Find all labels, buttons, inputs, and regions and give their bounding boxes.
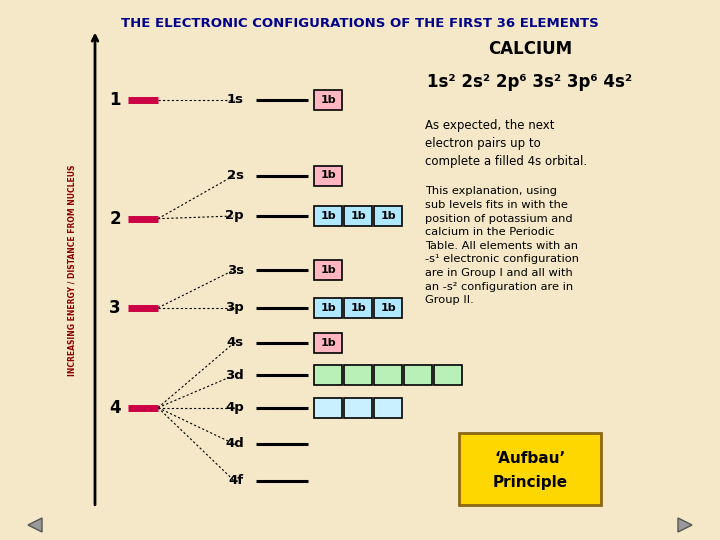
Text: 1b: 1b — [350, 211, 366, 221]
Text: 4: 4 — [109, 399, 121, 417]
Text: 1b: 1b — [380, 303, 396, 313]
Text: 3d: 3d — [225, 369, 244, 382]
FancyBboxPatch shape — [459, 433, 601, 505]
Text: 1b: 1b — [320, 95, 336, 105]
Text: As expected, the next
electron pairs up to
complete a filled 4s orbital.: As expected, the next electron pairs up … — [425, 119, 587, 168]
Bar — [314, 206, 342, 226]
Text: 4s: 4s — [227, 336, 244, 349]
Text: 1b: 1b — [320, 211, 336, 221]
Text: 1s² 2s² 2p⁶ 3s² 3p⁶ 4s²: 1s² 2s² 2p⁶ 3s² 3p⁶ 4s² — [428, 73, 633, 91]
Bar — [314, 397, 342, 418]
Bar — [374, 206, 402, 226]
Text: 4f: 4f — [229, 474, 244, 487]
Text: INCREASING ENERGY / DISTANCE FROM NUCLEUS: INCREASING ENERGY / DISTANCE FROM NUCLEU… — [68, 164, 76, 376]
Text: This explanation, using
sub levels fits in with the
position of potassium and
ca: This explanation, using sub levels fits … — [425, 186, 579, 305]
Bar — [344, 206, 372, 226]
Text: 1s: 1s — [227, 93, 244, 106]
Text: 3p: 3p — [225, 301, 244, 314]
Bar — [314, 333, 342, 353]
Bar — [374, 397, 402, 418]
Text: 1b: 1b — [320, 303, 336, 313]
Text: Principle: Principle — [492, 475, 567, 490]
Text: 2: 2 — [109, 210, 121, 228]
Text: 1b: 1b — [320, 171, 336, 180]
Bar — [344, 298, 372, 318]
Text: 1: 1 — [109, 91, 121, 109]
Text: 2p: 2p — [225, 210, 244, 222]
Bar — [344, 365, 372, 386]
Bar — [314, 260, 342, 280]
Text: CALCIUM: CALCIUM — [488, 40, 572, 58]
Text: 1b: 1b — [350, 303, 366, 313]
Polygon shape — [678, 518, 692, 532]
Text: 4d: 4d — [225, 437, 244, 450]
Text: ‘Aufbau’: ‘Aufbau’ — [495, 451, 566, 467]
Bar — [374, 298, 402, 318]
Bar — [404, 365, 432, 386]
Bar — [314, 90, 342, 110]
Text: 1b: 1b — [320, 265, 336, 275]
Bar — [344, 397, 372, 418]
Text: 1b: 1b — [380, 211, 396, 221]
Text: 4p: 4p — [225, 401, 244, 414]
Polygon shape — [28, 518, 42, 532]
Text: THE ELECTRONIC CONFIGURATIONS OF THE FIRST 36 ELEMENTS: THE ELECTRONIC CONFIGURATIONS OF THE FIR… — [121, 17, 599, 30]
Bar — [314, 165, 342, 186]
Text: 1b: 1b — [320, 338, 336, 348]
Text: 3: 3 — [109, 299, 121, 317]
Bar — [314, 365, 342, 386]
Bar — [314, 298, 342, 318]
Text: 2s: 2s — [227, 169, 244, 182]
Text: 3s: 3s — [227, 264, 244, 276]
Bar — [374, 365, 402, 386]
Bar — [434, 365, 462, 386]
